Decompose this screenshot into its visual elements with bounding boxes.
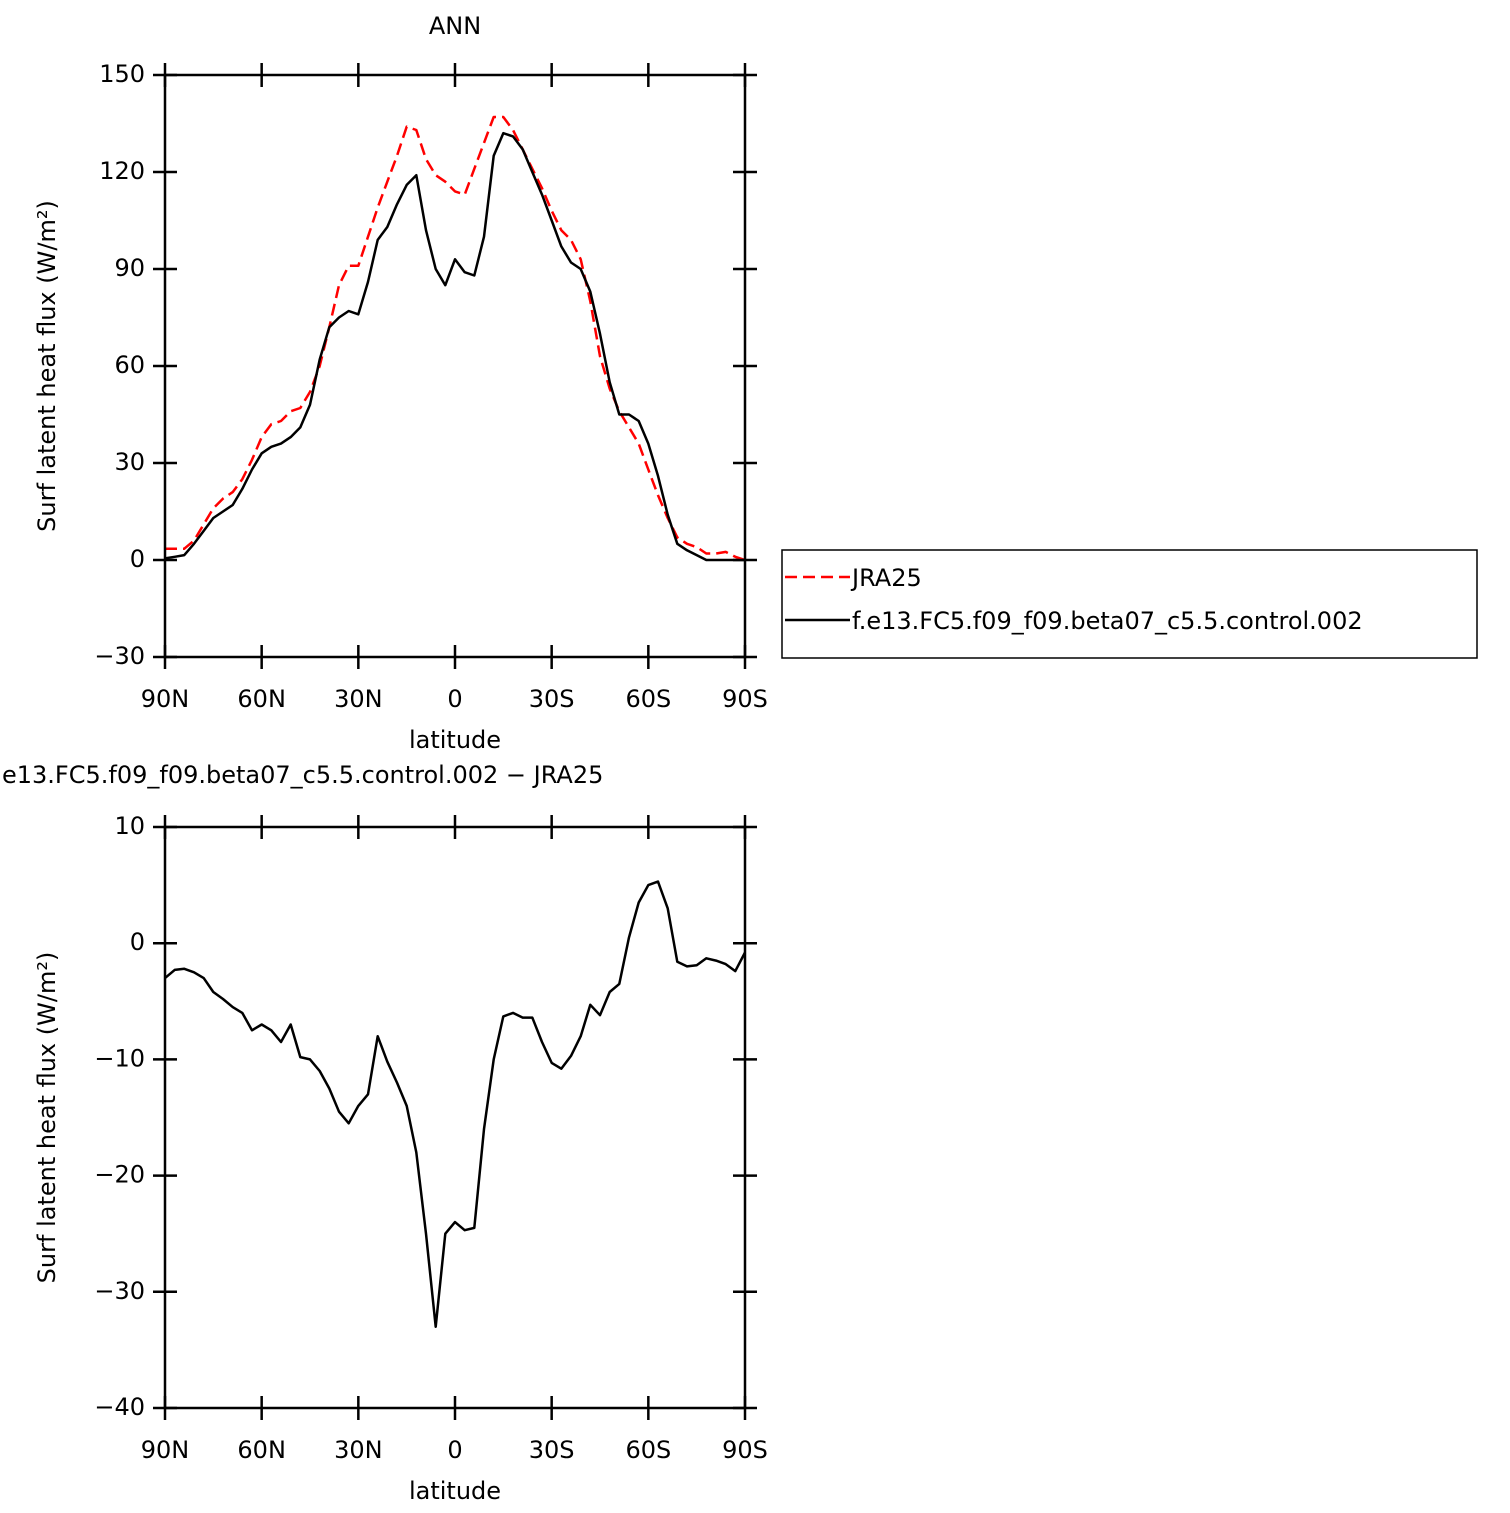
- y-tick-label: 90: [114, 254, 145, 282]
- y-tick-label: 150: [99, 60, 145, 88]
- data-line: [164, 880, 747, 1328]
- x-tick-label: 90N: [141, 1436, 190, 1464]
- x-tick-label: 90S: [722, 1436, 768, 1464]
- data-line: [164, 131, 745, 562]
- y-tick-label: −30: [94, 642, 145, 670]
- y-tick-label: 0: [130, 545, 145, 573]
- x-axis-label: latitude: [409, 1477, 501, 1505]
- x-tick-label: 90S: [722, 685, 768, 713]
- y-tick-label: 10: [114, 812, 145, 840]
- chart-title: e13.FC5.f09_f09.beta07_c5.5.control.002 …: [2, 761, 603, 789]
- plot-frame: [163, 825, 747, 1410]
- x-tick-label: 30N: [334, 1436, 383, 1464]
- y-axis-label: Surf latent heat flux (W/m²): [33, 952, 61, 1284]
- x-tick-label: 60S: [625, 1436, 671, 1464]
- y-tick-label: −40: [94, 1393, 145, 1421]
- y-tick-label: 0: [130, 928, 145, 956]
- x-tick-label: 30S: [529, 685, 575, 713]
- legend-label: JRA25: [850, 564, 922, 592]
- legend-box: [781, 549, 1478, 659]
- x-tick-label: 60N: [237, 1436, 286, 1464]
- y-tick-label: −30: [94, 1277, 145, 1305]
- legend-label: f.e13.FC5.f09_f09.beta07_c5.5.control.00…: [852, 607, 1363, 635]
- chart-title: ANN: [429, 12, 481, 40]
- y-axis-label: Surf latent heat flux (W/m²): [33, 200, 61, 532]
- x-tick-label: 30S: [529, 1436, 575, 1464]
- y-tick-label: 120: [99, 157, 145, 185]
- data-line: [165, 115, 746, 562]
- y-tick-label: 30: [114, 448, 145, 476]
- y-tick-label: −10: [94, 1044, 145, 1072]
- plot-frame: [163, 73, 747, 659]
- x-axis-label: latitude: [409, 726, 501, 754]
- x-tick-label: 60S: [625, 685, 671, 713]
- x-tick-label: 60N: [237, 685, 286, 713]
- y-tick-label: 60: [114, 351, 145, 379]
- y-tick-label: −20: [94, 1161, 145, 1189]
- x-tick-label: 30N: [334, 685, 383, 713]
- x-tick-label: 0: [447, 685, 462, 713]
- x-tick-label: 90N: [141, 685, 190, 713]
- x-tick-label: 0: [447, 1436, 462, 1464]
